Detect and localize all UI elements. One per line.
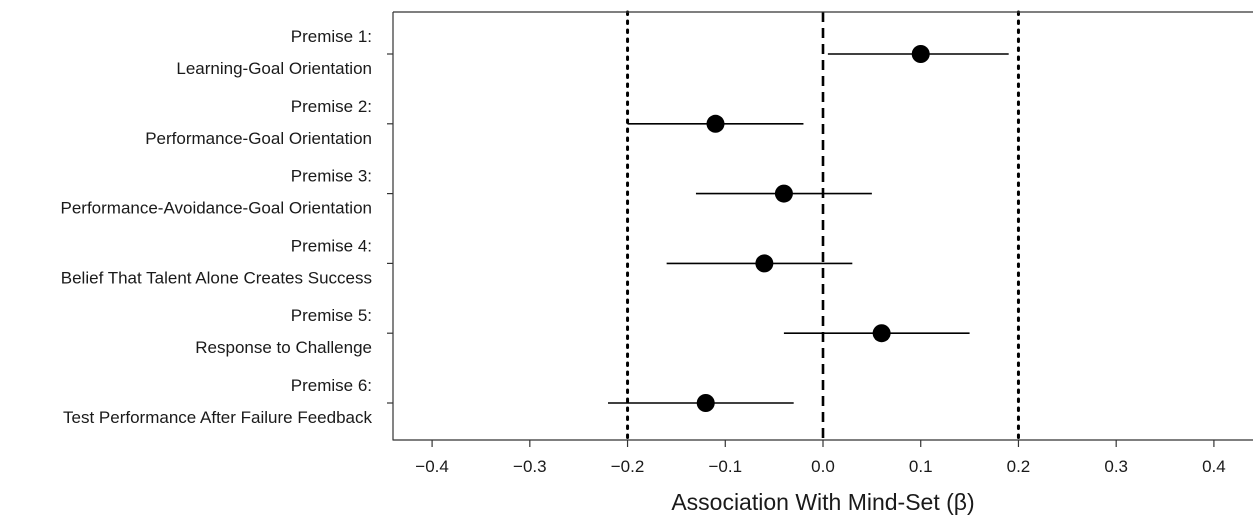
category-label-2-line1: Premise 2: — [291, 97, 372, 116]
x-tick-label-6: 0.2 — [1007, 457, 1031, 476]
estimate-point-2 — [706, 114, 725, 133]
category-label-5-line1: Premise 5: — [291, 306, 372, 325]
category-label-5-line2: Response to Challenge — [195, 338, 372, 357]
x-tick-label-0: −0.4 — [415, 457, 449, 476]
estimate-point-1 — [911, 45, 930, 63]
y-axis-ticks — [387, 53, 393, 404]
category-label-4-line1: Premise 4: — [291, 236, 372, 255]
x-axis-title: Association With Mind-Set (β) — [671, 489, 974, 515]
category-label-2-line2: Performance-Goal Orientation — [145, 129, 372, 148]
category-label-3-line1: Premise 3: — [291, 167, 372, 186]
category-labels: Premise 1: Learning-Goal Orientation Premi… — [60, 27, 372, 427]
category-label-1-line1: Premise 1: — [291, 27, 372, 46]
category-label-4-line2: Belief That Talent Alone Creates Success — [61, 268, 372, 287]
confidence-intervals — [608, 53, 1009, 404]
estimate-point-6 — [696, 394, 715, 412]
x-tick-label-7: 0.3 — [1104, 457, 1128, 476]
x-tick-label-5: 0.1 — [909, 457, 933, 476]
estimate-point-5 — [872, 324, 891, 343]
estimate-point-4 — [755, 254, 774, 273]
x-tick-label-2: −0.2 — [611, 457, 645, 476]
x-tick-label-8: 0.4 — [1202, 457, 1226, 476]
category-label-3-line2: Performance-Avoidance-Goal Orientation — [60, 199, 372, 218]
point-estimates — [696, 45, 930, 412]
x-tick-label-1: −0.3 — [513, 457, 547, 476]
x-tick-labels: −0.4 −0.3 −0.2 −0.1 0.0 0.1 0.2 0.3 0.4 — [415, 457, 1225, 476]
x-tick-label-3: −0.1 — [708, 457, 742, 476]
estimate-point-3 — [774, 184, 793, 203]
category-label-6-line2: Test Performance After Failure Feedback — [63, 408, 372, 427]
x-axis-ticks — [431, 440, 1215, 447]
category-label-6-line1: Premise 6: — [291, 376, 372, 395]
reference-lines — [626, 10, 1020, 442]
category-label-1-line2: Learning-Goal Orientation — [176, 59, 372, 78]
x-tick-label-4: 0.0 — [811, 457, 835, 476]
